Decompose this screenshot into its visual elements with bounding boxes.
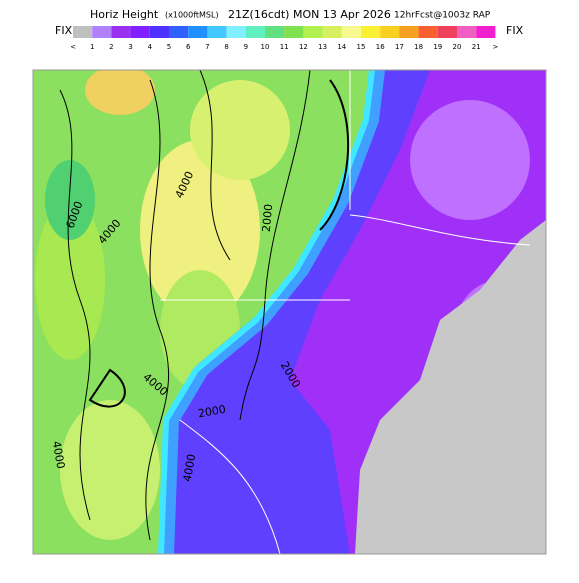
colorbar-label: < — [70, 43, 76, 51]
colorbar-swatch — [111, 26, 131, 38]
colorbar-label: 7 — [205, 43, 209, 51]
colorbar-swatch — [149, 26, 169, 38]
colorbar-label: 16 — [376, 43, 385, 51]
colorbar-label: 9 — [244, 43, 248, 51]
fix-right: FIX — [506, 24, 524, 37]
colorbar-swatch — [265, 26, 285, 38]
colorbar-swatch — [245, 26, 265, 38]
colorbar-swatch — [188, 26, 208, 38]
colorbar-swatch — [92, 26, 112, 38]
colorbar-label: 17 — [395, 43, 404, 51]
title: Horiz Height — [90, 8, 159, 21]
colorbar-swatch — [418, 26, 438, 38]
colorbar-label: 12 — [299, 43, 308, 51]
colorbar-swatch — [226, 26, 246, 38]
colorbar-label: 14 — [337, 43, 346, 51]
run: 12hrFcst@1003z RAP — [394, 11, 491, 21]
colorbar-swatch — [399, 26, 419, 38]
contour-label: 2000 — [197, 403, 227, 421]
colorbar-label: 10 — [261, 43, 270, 51]
colorbar-label: 4 — [148, 43, 153, 51]
colorbar-label: 18 — [414, 43, 423, 51]
contour-label: 4000 — [50, 440, 68, 470]
colorbar-label: 8 — [224, 43, 228, 51]
colorbar-label: 19 — [433, 43, 442, 51]
colorbar-label: 2 — [109, 43, 113, 51]
colorbar-swatch — [169, 26, 189, 38]
colorbar-swatch — [303, 26, 323, 38]
colorbar-label: 6 — [186, 43, 191, 51]
colorbar-label: 1 — [90, 43, 94, 51]
colorbar-swatch — [361, 26, 381, 38]
contour-label: 4000 — [181, 453, 199, 483]
colorbar-swatch — [130, 26, 150, 38]
colorbar-label: 5 — [167, 43, 171, 51]
colorbar-label: 13 — [318, 43, 327, 51]
units: (x1000ftMSL) — [165, 11, 219, 20]
colorbar-swatch — [284, 26, 304, 38]
colorbar-swatch — [380, 26, 400, 38]
colorbar-swatch — [341, 26, 361, 38]
colorbar-label: 11 — [280, 43, 289, 51]
map — [32, 69, 547, 555]
colorbar-swatch — [322, 26, 342, 38]
colorbar-swatch — [73, 26, 93, 38]
colorbar-swatch — [457, 26, 477, 38]
colorbar-label: 15 — [357, 43, 366, 51]
colorbar-label: 3 — [128, 43, 132, 51]
colorbar-swatch — [207, 26, 227, 38]
colorbar-label: > — [492, 43, 498, 51]
valid-time: 21Z(16cdt) MON 13 Apr 2026 — [228, 8, 391, 21]
contour-label: 2000 — [260, 203, 275, 232]
colorbar-swatch — [437, 26, 457, 38]
colorbar: <1 2 3 4 5 6 7 8 9 10 11 12 13 14 15 16 17 18 19 20 21 > — [70, 26, 498, 51]
colorbar-label: 20 — [453, 43, 462, 51]
colorbar-swatch — [476, 26, 496, 38]
fix-left: FIX — [55, 24, 73, 37]
colorbar-label: 21 — [472, 43, 481, 51]
